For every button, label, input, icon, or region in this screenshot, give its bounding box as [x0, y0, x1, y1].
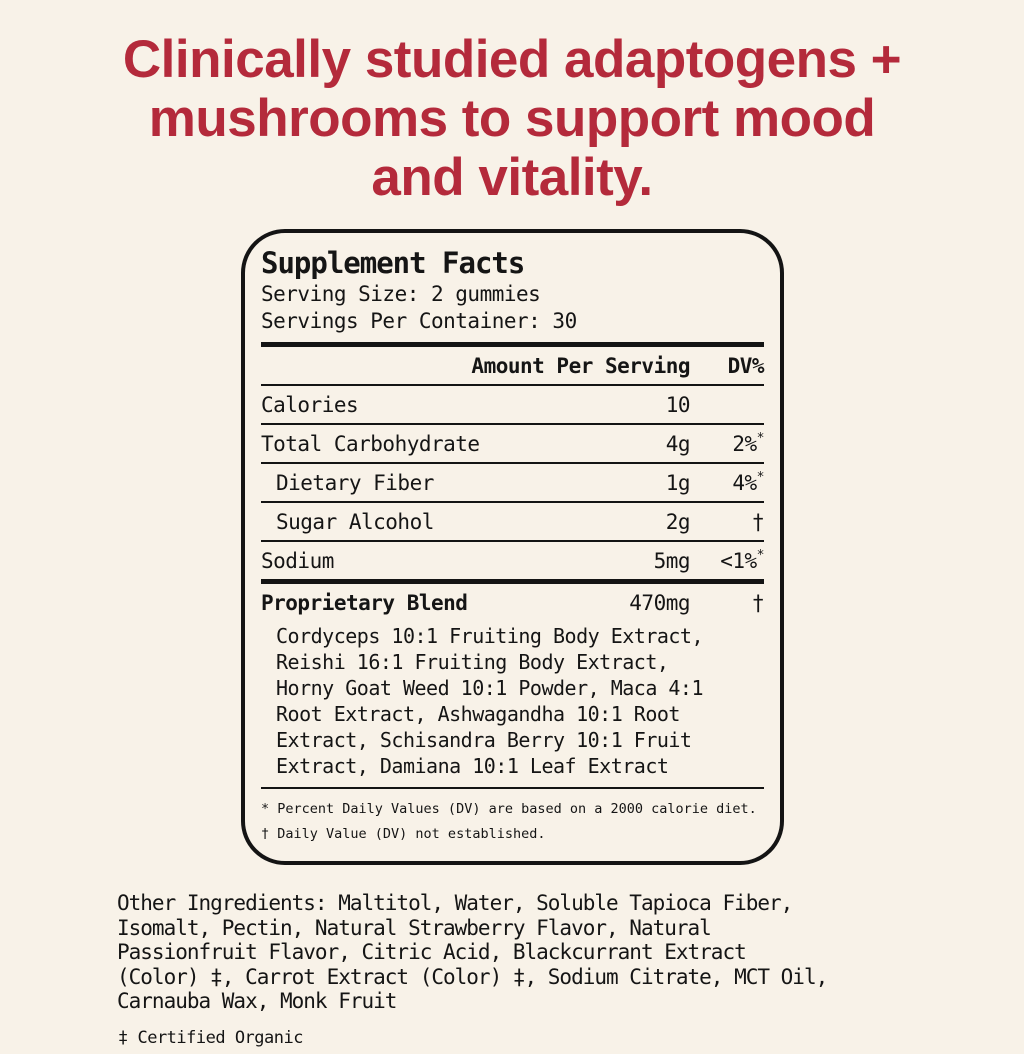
supplement-facts-panel: Supplement Facts Serving Size: 2 gummies…	[241, 229, 784, 865]
other-ingredients-line: Passionfruit Flavor, Citric Acid, Blackc…	[117, 940, 747, 964]
divider-thick-middle	[261, 579, 764, 584]
row-amount: 4g	[665, 432, 691, 456]
row-name: Sugar Alcohol	[276, 510, 434, 534]
headline: Clinically studied adaptogens + mushroom…	[0, 30, 1024, 207]
divider-thin-bottom	[261, 787, 764, 789]
row-dv: 4%*	[732, 470, 764, 495]
blend-line: Reishi 16:1 Fruiting Body Extract,	[276, 650, 669, 674]
facts-title: Supplement Facts	[261, 246, 525, 280]
footnote-daily-values: * Percent Daily Values (DV) are based on…	[261, 801, 757, 817]
other-ingredients-line: (Color) ‡, Carrot Extract (Color) ‡, Sod…	[117, 964, 828, 989]
row-name: Proprietary Blend	[261, 591, 468, 615]
divider-thin	[261, 384, 764, 386]
divider-thin	[261, 462, 764, 464]
nutrient-row-total-carbohydrate: Total Carbohydrate 4g 2%*	[261, 425, 765, 462]
blend-line: Extract, Damiana 10:1 Leaf Extract	[276, 754, 669, 778]
row-dv: <1%*	[720, 548, 764, 573]
row-name: Calories	[261, 393, 359, 417]
blend-line: Extract, Schisandra Berry 10:1 Fruit	[276, 728, 692, 752]
divider-thin	[261, 540, 764, 542]
headline-line-2: mushrooms to support mood	[148, 89, 876, 148]
nutrient-row-sugar-alcohol: Sugar Alcohol 2g †	[261, 503, 765, 540]
divider-thick-top	[261, 342, 764, 347]
footnote-dv-not-established: † Daily Value (DV) not established.	[261, 826, 546, 842]
serving-size: Serving Size: 2 gummies	[261, 282, 541, 306]
servings-per-container: Servings Per Container: 30	[261, 309, 577, 333]
divider-thin	[261, 423, 764, 425]
nutrient-row-dietary-fiber: Dietary Fiber 1g 4%*	[261, 464, 765, 501]
row-amount: 5mg	[653, 549, 691, 573]
other-ingredients-line: Other Ingredients: Maltitol, Water, Solu…	[117, 891, 793, 915]
row-dv: 2%*	[732, 431, 764, 456]
blend-description: Cordyceps 10:1 Fruiting Body Extract, Re…	[261, 621, 764, 787]
row-amount: 470mg	[629, 591, 690, 615]
row-amount: 2g	[665, 510, 691, 534]
blend-line: Horny Goat Weed 10:1 Powder, Maca 4:1	[276, 676, 704, 700]
row-name: Total Carbohydrate	[261, 432, 480, 456]
row-dv: †	[751, 591, 765, 615]
divider-thin	[261, 501, 764, 503]
header-amount-per-serving: Amount Per Serving	[471, 354, 690, 378]
blend-line: Cordyceps 10:1 Fruiting Body Extract,	[276, 624, 704, 648]
row-dv: †	[751, 510, 765, 534]
nutrient-row-sodium: Sodium 5mg <1%*	[261, 542, 765, 579]
blend-line: Root Extract, Ashwagandha 10:1 Root	[276, 702, 680, 726]
other-ingredients-line: Carnauba Wax, Monk Fruit	[117, 989, 397, 1013]
nutrient-row-calories: Calories 10	[261, 386, 764, 423]
facts-header-row: Amount Per Serving DV%	[261, 347, 764, 384]
other-ingredients-line: Isomalt, Pectin, Natural Strawberry Flav…	[117, 915, 712, 940]
other-ingredients: Other Ingredients: Maltitol, Water, Solu…	[117, 891, 1024, 1014]
row-name: Sodium	[261, 549, 334, 573]
headline-line-1: Clinically studied adaptogens +	[122, 30, 902, 89]
row-amount: 10	[665, 393, 691, 417]
header-dv-percent: DV%	[727, 354, 765, 378]
row-name: Dietary Fiber	[276, 471, 434, 495]
proprietary-blend-row: Proprietary Blend 470mg †	[261, 584, 765, 621]
certified-organic-note: ‡ Certified Organic	[118, 1027, 303, 1048]
row-amount: 1g	[665, 471, 691, 495]
footnotes: * Percent Daily Values (DV) are based on…	[261, 789, 764, 847]
headline-line-3: and vitality.	[371, 148, 653, 207]
